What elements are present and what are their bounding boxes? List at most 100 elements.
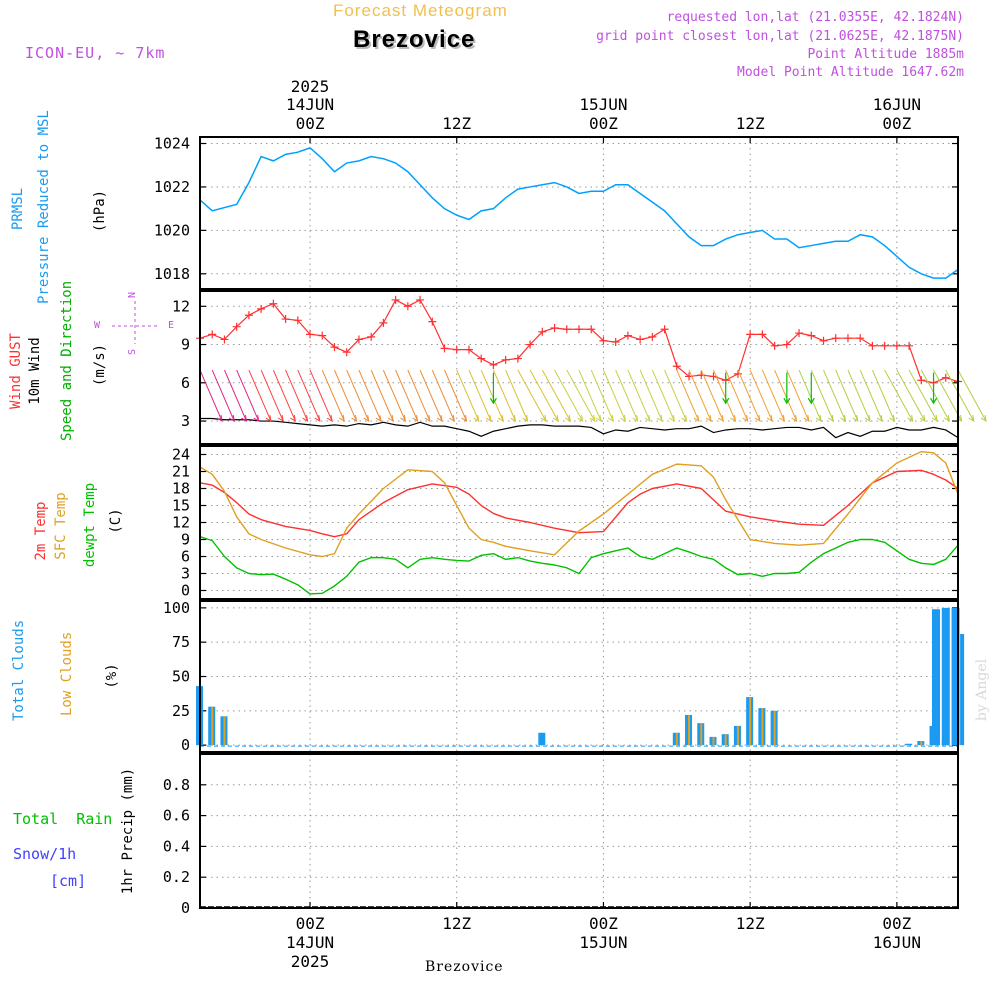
wind-direction-arrow xyxy=(810,369,834,423)
wind-arrow-head xyxy=(852,414,859,423)
wind-line xyxy=(200,417,959,439)
top-date-label: 15JUN xyxy=(579,95,627,114)
snow-unit-label: [cm] xyxy=(50,872,87,890)
total-cloud-bar-end xyxy=(960,633,965,746)
y-tick-label: 24 xyxy=(172,446,190,464)
wind-direction-arrow xyxy=(774,369,798,423)
gust-marker xyxy=(917,376,926,385)
panel-frame-3 xyxy=(199,600,959,753)
dewpt-line xyxy=(199,536,959,595)
wind-direction-arrow xyxy=(749,369,773,423)
gust-marker xyxy=(795,329,804,338)
gust-marker xyxy=(672,362,681,371)
wind-arrow-shaft xyxy=(492,369,516,422)
gust-marker xyxy=(697,371,706,380)
gust-marker xyxy=(636,335,645,344)
gust-marker xyxy=(501,355,510,364)
top-year-label: 2025 xyxy=(291,77,330,96)
top-time-label: 00Z xyxy=(882,114,911,133)
wind-arrow-shaft xyxy=(554,369,583,422)
wind-arrow-head xyxy=(840,414,847,423)
gust-marker xyxy=(391,295,400,304)
wind-direction-arrow xyxy=(272,369,297,423)
wind-direction-arrow xyxy=(786,369,810,423)
gust-marker xyxy=(856,334,865,343)
wind-direction-arrow xyxy=(688,369,712,423)
wind-arrow-head xyxy=(595,414,602,423)
wind-arrow-shaft xyxy=(529,369,559,422)
wind-arrow-shaft xyxy=(260,369,284,422)
gust-marker xyxy=(758,330,767,339)
prmsl-line xyxy=(199,147,959,279)
wind-direction-arrow xyxy=(431,369,455,423)
total-cloud-bar xyxy=(538,732,546,746)
y-tick-label: 0.2 xyxy=(163,868,190,886)
wind-arrow-shaft xyxy=(566,369,596,422)
wind-arrow-head xyxy=(681,414,688,423)
wind-direction-arrow xyxy=(945,369,975,423)
wind-direction-arrow xyxy=(346,369,370,423)
wind-arrow-shaft xyxy=(871,369,895,422)
wind-direction-arrow xyxy=(444,369,468,423)
total-cloud-bar-end xyxy=(951,607,960,746)
wind-direction-arrow xyxy=(847,369,871,423)
wind-direction-arrow xyxy=(823,369,847,423)
wind-arrow-head xyxy=(577,414,584,423)
wind-arrow-shaft xyxy=(786,369,810,422)
wind-direction-arrow xyxy=(676,369,700,423)
wind-arrow-shaft xyxy=(798,369,822,422)
y-tick-label: 0 xyxy=(181,736,190,754)
wind-arrow-shaft xyxy=(835,369,859,422)
wind-direction-arrow xyxy=(859,369,883,423)
wind-arrow-shaft xyxy=(419,369,443,422)
wind-arrow-head xyxy=(461,414,468,423)
wind-arrow-shaft xyxy=(884,369,914,422)
wind-direction-arrow xyxy=(297,369,321,423)
y-tick-label: 0.4 xyxy=(163,837,190,855)
wind-direction-arrow xyxy=(725,369,749,423)
requested-coords: requested lon,lat (21.0355E, 42.1824N) xyxy=(666,10,964,25)
grid-point-coords: grid point closest lon,lat (21.0625E, 42… xyxy=(596,29,964,44)
wind-direction-arrow xyxy=(419,369,443,423)
gust-marker xyxy=(416,295,425,304)
wind-arrow-shaft xyxy=(505,369,529,422)
gust-marker xyxy=(367,332,376,341)
gust-marker xyxy=(244,311,253,320)
wind-direction-arrow xyxy=(615,369,639,423)
y-tick-label: 0.8 xyxy=(163,776,190,794)
wind-arrow-green-head xyxy=(930,397,938,405)
top-title: Forecast Meteogram xyxy=(333,1,508,20)
gust-marker xyxy=(526,340,535,349)
wind-arrow-shaft xyxy=(236,369,260,422)
wind-arrow-shaft xyxy=(370,369,394,422)
wind-arrow-head xyxy=(644,414,651,423)
wind-arrow-head xyxy=(277,414,284,423)
wind-arrow-shaft xyxy=(933,369,962,422)
gust-marker xyxy=(403,302,412,311)
wind-arrow-head xyxy=(228,414,235,423)
wind-arrow-head xyxy=(565,414,571,423)
low-cloud-bar xyxy=(211,706,214,746)
y-tick-label: 0 xyxy=(181,899,190,917)
y-tick-label: 0 xyxy=(181,582,190,600)
wind-arrow-shaft xyxy=(223,369,247,422)
y-tick-label: 1022 xyxy=(154,178,190,196)
wind-arrow-head xyxy=(552,414,559,423)
wind-arrow-head xyxy=(375,414,382,423)
top-date-label: 14JUN xyxy=(286,95,334,114)
wind-arrow-shaft xyxy=(456,369,480,422)
wind-direction-arrow xyxy=(248,369,272,423)
wind-direction-arrow xyxy=(517,369,547,423)
wind-direction-arrow xyxy=(541,369,571,423)
wind-arrow-head xyxy=(216,414,223,423)
gust-marker xyxy=(868,341,877,350)
gust-marker xyxy=(611,338,620,346)
wind-direction-arrow xyxy=(236,369,260,423)
wind-arrow-shaft xyxy=(382,369,406,422)
wind-direction-arrow xyxy=(334,369,358,423)
wind-arrow-shaft xyxy=(211,369,235,422)
gust-marker xyxy=(452,345,461,354)
bottom-date-label: 14JUN xyxy=(286,933,334,952)
gust-marker xyxy=(660,325,669,334)
